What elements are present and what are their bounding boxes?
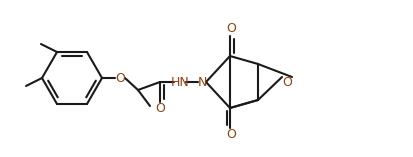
Text: N: N: [197, 76, 206, 89]
Text: O: O: [226, 22, 236, 35]
Text: HN: HN: [171, 76, 190, 89]
Text: O: O: [115, 71, 125, 84]
Text: O: O: [226, 128, 236, 141]
Text: O: O: [282, 76, 292, 89]
Text: O: O: [155, 101, 165, 114]
